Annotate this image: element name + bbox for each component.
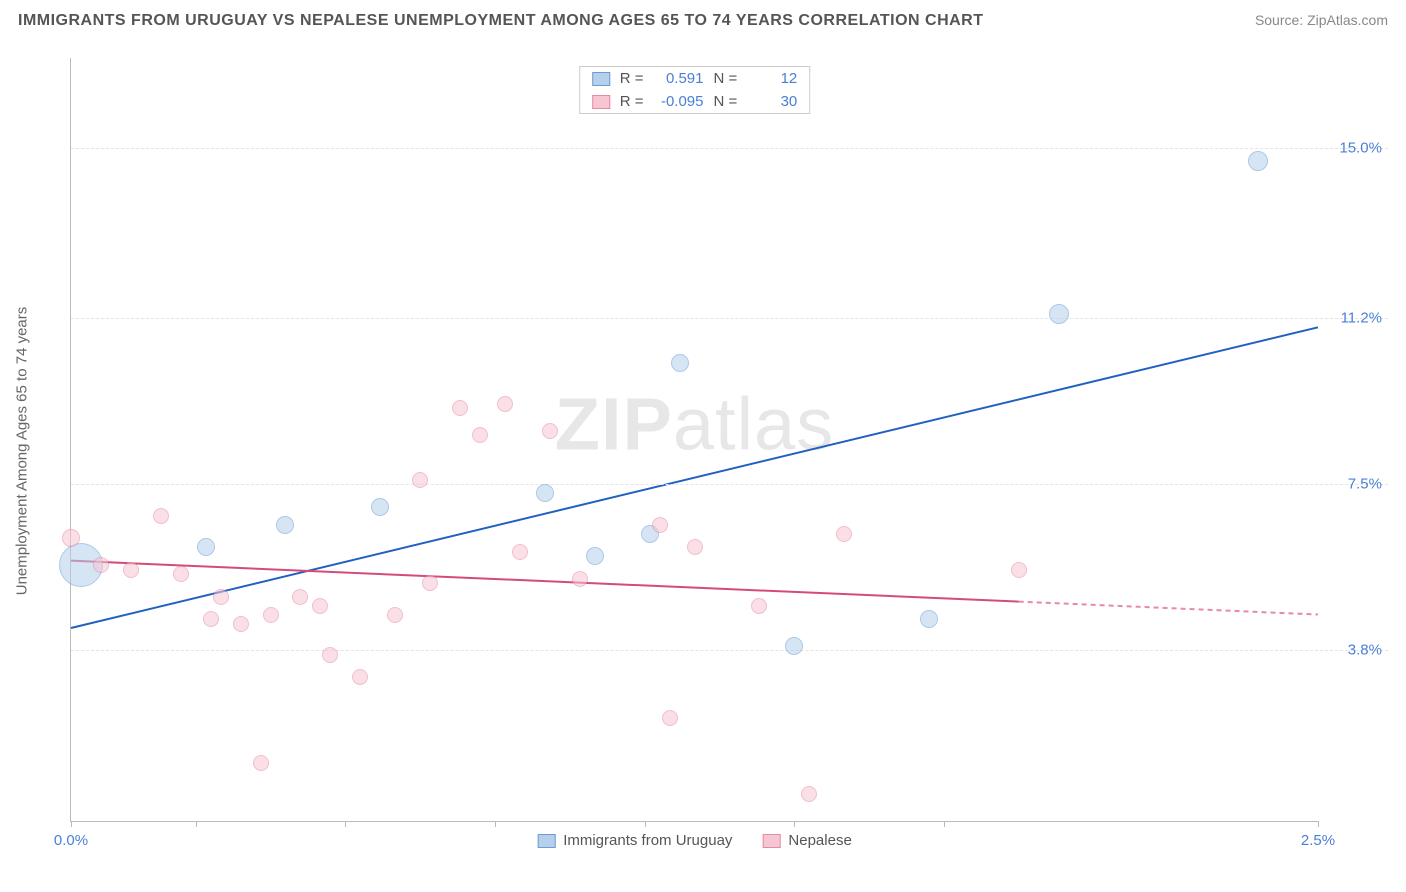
stats-legend: R = 0.591 N = 12 R = -0.095 N = 30 bbox=[579, 66, 811, 114]
data-point-series-1 bbox=[292, 589, 308, 605]
data-point-series-0 bbox=[197, 538, 215, 556]
data-point-series-1 bbox=[452, 400, 468, 416]
chart-container: Unemployment Among Ages 65 to 74 years Z… bbox=[50, 50, 1388, 852]
data-point-series-0 bbox=[586, 547, 604, 565]
data-point-series-0 bbox=[785, 637, 803, 655]
x-tick bbox=[196, 821, 197, 827]
data-point-series-1 bbox=[173, 566, 189, 582]
data-point-series-1 bbox=[1011, 562, 1027, 578]
source-label: Source: ZipAtlas.com bbox=[1255, 12, 1388, 28]
data-point-series-1 bbox=[312, 598, 328, 614]
data-point-series-1 bbox=[422, 575, 438, 591]
data-point-series-1 bbox=[687, 539, 703, 555]
y-tick-label: 3.8% bbox=[1348, 642, 1382, 659]
swatch-series-0-bottom bbox=[537, 834, 555, 848]
r-value-1: -0.095 bbox=[654, 93, 704, 110]
x-tick-label: 0.0% bbox=[54, 832, 88, 849]
stats-row-series-0: R = 0.591 N = 12 bbox=[580, 67, 810, 90]
data-point-series-1 bbox=[497, 396, 513, 412]
chart-title: IMMIGRANTS FROM URUGUAY VS NEPALESE UNEM… bbox=[18, 12, 984, 30]
data-point-series-1 bbox=[512, 544, 528, 560]
gridline-h bbox=[71, 650, 1388, 651]
legend-label-0: Immigrants from Uruguay bbox=[563, 832, 732, 849]
data-point-series-1 bbox=[322, 647, 338, 663]
data-point-series-0 bbox=[371, 498, 389, 516]
y-tick-label: 7.5% bbox=[1348, 476, 1382, 493]
plot-area: ZIPatlas R = 0.591 N = 12 R = -0.095 N =… bbox=[70, 58, 1318, 822]
data-point-series-1 bbox=[751, 598, 767, 614]
header: IMMIGRANTS FROM URUGUAY VS NEPALESE UNEM… bbox=[0, 0, 1406, 36]
data-point-series-0 bbox=[920, 610, 938, 628]
data-point-series-1 bbox=[412, 472, 428, 488]
x-tick bbox=[645, 821, 646, 827]
stats-row-series-1: R = -0.095 N = 30 bbox=[580, 90, 810, 113]
bottom-legend: Immigrants from Uruguay Nepalese bbox=[537, 832, 852, 849]
data-point-series-1 bbox=[253, 755, 269, 771]
swatch-series-1-bottom bbox=[762, 834, 780, 848]
trend-lines bbox=[71, 58, 1318, 821]
data-point-series-0 bbox=[1248, 151, 1268, 171]
data-point-series-1 bbox=[836, 526, 852, 542]
x-tick bbox=[1318, 821, 1319, 827]
data-point-series-1 bbox=[263, 607, 279, 623]
y-tick-label: 15.0% bbox=[1339, 139, 1382, 156]
x-tick bbox=[944, 821, 945, 827]
data-point-series-1 bbox=[93, 557, 109, 573]
n-value-0: 12 bbox=[747, 70, 797, 87]
legend-label-1: Nepalese bbox=[788, 832, 851, 849]
data-point-series-1 bbox=[572, 571, 588, 587]
data-point-series-1 bbox=[62, 529, 80, 547]
swatch-series-1 bbox=[592, 95, 610, 109]
data-point-series-1 bbox=[352, 669, 368, 685]
gridline-h bbox=[71, 484, 1388, 485]
data-point-series-0 bbox=[1049, 304, 1069, 324]
data-point-series-1 bbox=[472, 427, 488, 443]
data-point-series-1 bbox=[213, 589, 229, 605]
x-tick bbox=[495, 821, 496, 827]
gridline-h bbox=[71, 148, 1388, 149]
data-point-series-1 bbox=[662, 710, 678, 726]
data-point-series-1 bbox=[233, 616, 249, 632]
data-point-series-1 bbox=[542, 423, 558, 439]
swatch-series-0 bbox=[592, 72, 610, 86]
y-axis-label: Unemployment Among Ages 65 to 74 years bbox=[14, 307, 31, 596]
x-tick bbox=[345, 821, 346, 827]
x-tick bbox=[794, 821, 795, 827]
n-value-1: 30 bbox=[747, 93, 797, 110]
gridline-h bbox=[71, 318, 1388, 319]
data-point-series-0 bbox=[536, 484, 554, 502]
data-point-series-1 bbox=[387, 607, 403, 623]
legend-item-0: Immigrants from Uruguay bbox=[537, 832, 732, 849]
watermark: ZIPatlas bbox=[555, 382, 834, 467]
data-point-series-1 bbox=[801, 786, 817, 802]
data-point-series-1 bbox=[123, 562, 139, 578]
data-point-series-1 bbox=[652, 517, 668, 533]
data-point-series-0 bbox=[276, 516, 294, 534]
y-tick-label: 11.2% bbox=[1341, 310, 1382, 327]
legend-item-1: Nepalese bbox=[762, 832, 851, 849]
x-tick-label: 2.5% bbox=[1301, 832, 1335, 849]
data-point-series-1 bbox=[153, 508, 169, 524]
data-point-series-1 bbox=[203, 611, 219, 627]
r-value-0: 0.591 bbox=[654, 70, 704, 87]
data-point-series-0 bbox=[671, 354, 689, 372]
x-tick bbox=[71, 821, 72, 827]
